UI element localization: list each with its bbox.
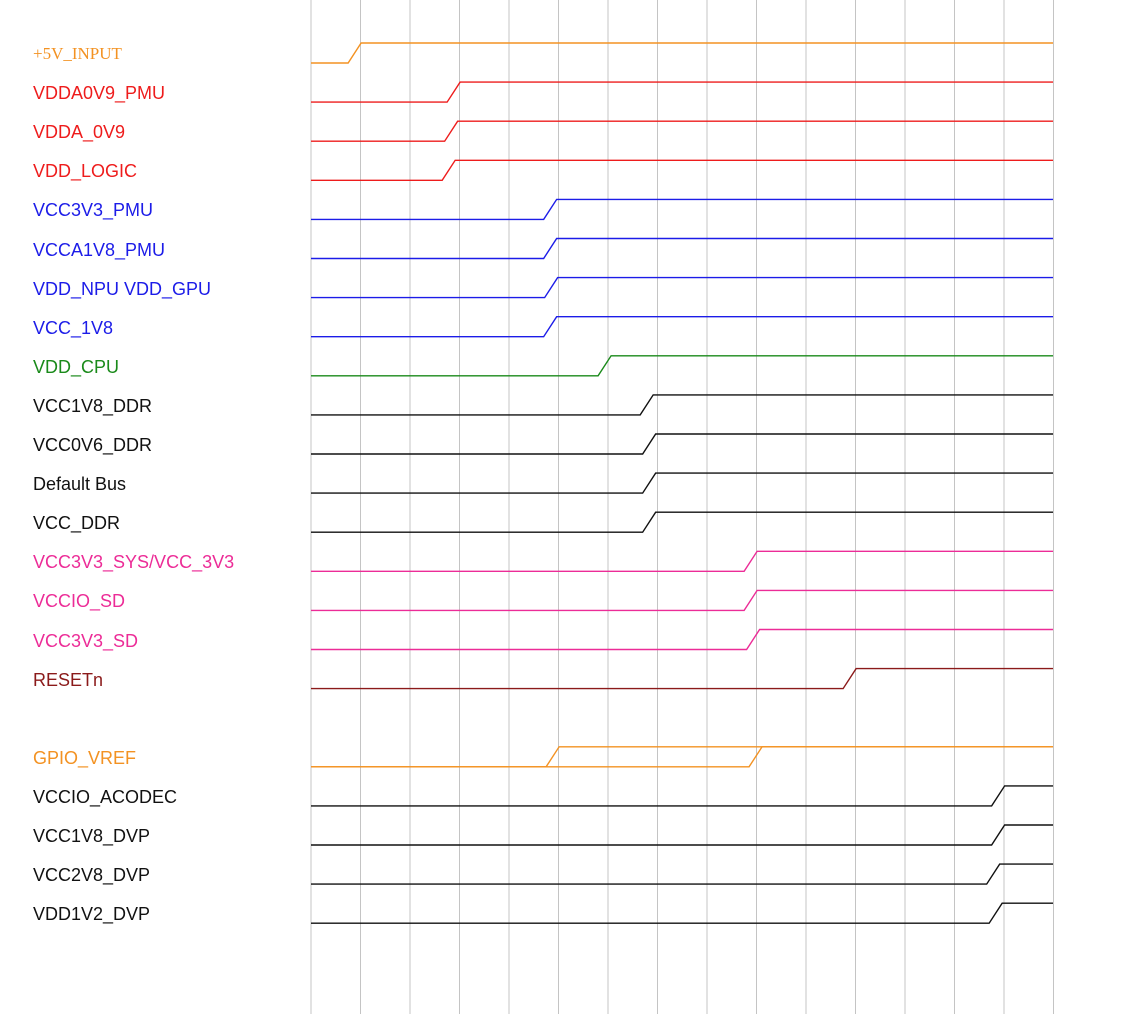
- signal-label: VCC_DDR: [33, 513, 121, 534]
- signal-label: VCC_1V8: [33, 317, 114, 338]
- signal-label: VCC2V8_DVP: [33, 865, 151, 886]
- signal-label: VDDA0V9_PMU: [33, 83, 166, 104]
- signal-label: VCCIO_SD: [33, 591, 126, 612]
- waveform-gpio-vref: [311, 746, 1053, 768]
- waveform-vdd-cpu: [311, 355, 1053, 377]
- signal-label: VDD_CPU: [33, 356, 120, 377]
- signal-label: VCC3V3_SD: [33, 630, 139, 651]
- waveform-vcc-ddr: [311, 511, 1053, 533]
- signal-label: VCC3V3_PMU: [33, 200, 154, 221]
- signal-label: VDD_NPU VDD_GPU: [33, 278, 212, 299]
- waveform--5v-input: [311, 42, 1053, 64]
- signal-label: Default Bus: [33, 474, 127, 495]
- signal-label: VCC1V8_DDR: [33, 395, 153, 416]
- waveform-vccio-sd: [311, 589, 1053, 612]
- time-gridlines: [310, 0, 1054, 1014]
- waveform-default-bus: [311, 472, 1053, 494]
- signal-label: RESETn: [33, 669, 104, 690]
- signal-label: VCCA1V8_PMU: [33, 239, 166, 260]
- waveform-vcc1v8-ddr: [311, 394, 1053, 416]
- signal-label: GPIO_VREF: [33, 747, 137, 768]
- signal-waveforms: [311, 42, 1053, 924]
- signal-labels: +5V_INPUT VDDA0V9_PMU VDDA_0V9 VDD_LOGIC VCC…: [0, 0, 300, 1014]
- waveform-vcc-1v8: [311, 316, 1053, 338]
- waveform-vdd1v2-dvp: [311, 902, 1053, 924]
- waveform-vccio-acodec: [311, 785, 1053, 807]
- waveform-vdd-npu-vdd-gpu: [311, 276, 1053, 299]
- waveform-vcc0v6-ddr: [311, 433, 1053, 455]
- waveform-vcca1v8-pmu: [311, 237, 1053, 260]
- signal-label: VCCIO_ACODEC: [33, 786, 178, 807]
- waveform-vdda0v9-pmu: [311, 81, 1053, 103]
- waveform-vcc3v3-pmu: [311, 198, 1053, 221]
- waveform-vcc2v8-dvp: [311, 863, 1053, 885]
- signal-label: +5V_INPUT: [33, 44, 122, 63]
- signal-label: VDD_LOGIC: [33, 161, 138, 182]
- signal-label: VCC0V6_DDR: [33, 435, 153, 455]
- signal-label: VDDA_0V9: [33, 122, 126, 143]
- signal-label: VCC1V8_DVP: [33, 826, 151, 846]
- waveform-vdda-0v9: [311, 120, 1053, 142]
- waveform-vdd-logic: [311, 159, 1053, 182]
- signal-label: VDD1V2_DVP: [33, 904, 151, 925]
- waveform-resetn: [311, 667, 1053, 690]
- waveform-vcc3v3-sys-vcc-3v3: [311, 550, 1053, 572]
- waveform-vcc1v8-dvp: [311, 824, 1053, 846]
- waveform-gpio-vref: [311, 746, 1053, 768]
- signal-label: VCC3V3_SYS/VCC_3V3: [33, 552, 235, 573]
- waveform-vcc3v3-sd: [311, 628, 1053, 651]
